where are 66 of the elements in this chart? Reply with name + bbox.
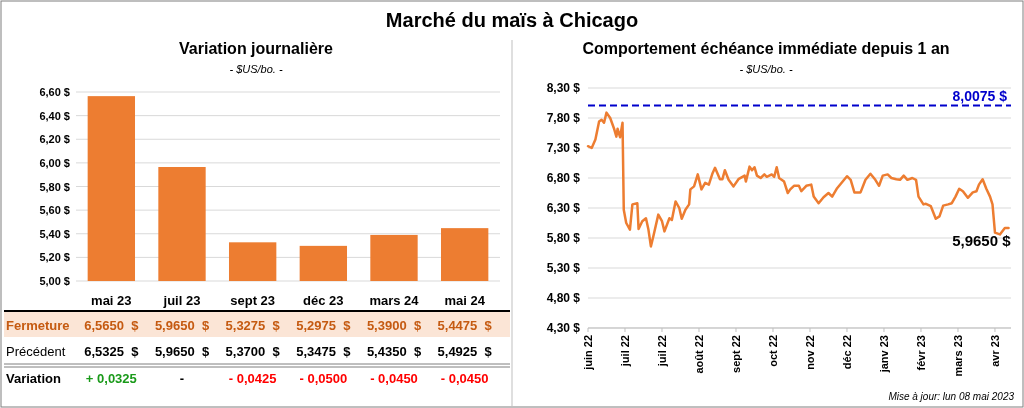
data-label: 5,2975 $ <box>296 318 352 333</box>
x-tick-label: juil 23 <box>162 293 201 308</box>
text: - 0,0450 <box>440 371 489 386</box>
text: 5,3700 $ <box>225 344 281 359</box>
y-tick-label: 6,80 $ <box>546 171 581 185</box>
text: - 0,0425 <box>228 371 277 386</box>
chart-title: Comportement échéance immédiate depuis 1 an <box>582 40 950 57</box>
x-tick-label: août 22 <box>692 335 705 374</box>
y-tick-label: 6,40 $ <box>39 109 70 122</box>
x-tick-label: mars 23 <box>951 335 964 377</box>
data-label: 5,4475 $ <box>437 318 493 333</box>
x-tick-label: juil 22 <box>619 335 631 368</box>
y-tick-label: 6,20 $ <box>39 133 70 146</box>
x-tick-label: janv 23 <box>877 335 890 374</box>
chart-title: Variation journalière <box>179 40 334 57</box>
text: 5,3475 $ <box>296 344 352 359</box>
y-tick-label: 5,30 $ <box>546 261 581 275</box>
text: 5,4925 $ <box>437 344 493 359</box>
y-tick-label: 5,80 $ <box>39 180 70 193</box>
x-tick-label: déc 23 <box>303 293 344 308</box>
y-tick-label: 5,20 $ <box>39 251 70 264</box>
y-tick-label: 5,60 $ <box>39 204 70 217</box>
annotation: 5,9650 $ <box>952 232 1012 250</box>
ref-line-label: 8,0075 $ <box>952 87 1008 104</box>
text: - 0,0500 <box>299 371 348 386</box>
x-tick-label: juil 22 <box>655 335 668 368</box>
chart-subtitle: - $US/bo. - <box>739 63 793 75</box>
y-tick-label: 5,00 $ <box>39 275 70 287</box>
x-tick-label: déc 22 <box>840 335 853 370</box>
y-tick-label: 6,30 $ <box>546 201 581 215</box>
text: 5,9650 $ <box>154 344 210 359</box>
chart-subtitle: - $US/bo. - <box>229 63 283 75</box>
data-label: 5,9650 $ <box>154 318 210 333</box>
y-tick-label: 5,40 $ <box>39 227 70 240</box>
y-tick-label: 6,60 $ <box>39 86 70 98</box>
x-tick-label: oct 22 <box>766 335 779 367</box>
text: 6,5325 $ <box>84 344 140 359</box>
y-tick-label: 7,80 $ <box>546 111 581 125</box>
y-tick-label: 4,30 $ <box>546 321 581 335</box>
x-tick-label: mai 23 <box>91 293 132 308</box>
x-tick-label: sept 23 <box>230 293 276 308</box>
y-tick-label: 4,80 $ <box>546 291 581 305</box>
text: 5,4350 $ <box>366 344 422 359</box>
text: - 0,0450 <box>370 371 418 386</box>
text: + 0,0325 <box>85 371 137 386</box>
line-series <box>586 111 1010 248</box>
data-label: 5,3275 $ <box>225 318 281 333</box>
x-tick-label: mars 24 <box>369 293 420 308</box>
text: Variation <box>6 371 61 386</box>
y-tick-label: 6,00 $ <box>39 156 70 169</box>
x-tick-label: juin 22 <box>582 335 594 371</box>
text: Marché du maïs à Chicago <box>385 9 639 31</box>
text: - <box>179 371 185 386</box>
x-tick-label: févr 23 <box>914 335 927 371</box>
data-label: 5,3900 $ <box>366 318 422 333</box>
y-tick-label: 7,30 $ <box>546 141 581 155</box>
text: Mise à jour: lun 08 mai 2023 <box>888 391 1015 402</box>
y-tick-label: 5,80 $ <box>546 231 581 245</box>
text: Précédent <box>6 344 66 359</box>
text: Fermeture <box>6 318 70 333</box>
y-tick-label: 8,30 $ <box>546 81 581 95</box>
data-label: 6,5650 $ <box>84 318 140 333</box>
x-tick-label: sept 22 <box>729 335 742 373</box>
x-tick-label: nov 22 <box>803 335 816 370</box>
x-tick-label: avr 23 <box>988 335 1001 367</box>
x-tick-label: mai 24 <box>444 293 486 308</box>
